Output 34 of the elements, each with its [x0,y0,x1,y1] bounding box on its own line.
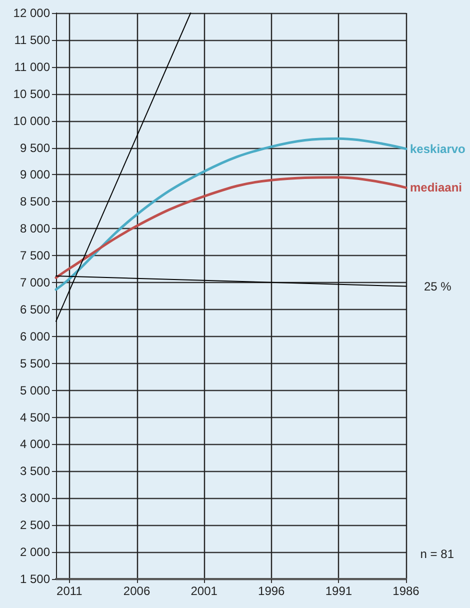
y-tick-label: 10 000 [13,114,50,128]
x-tick-label: 1991 [325,584,352,598]
y-tick-label: 3 000 [20,491,50,506]
y-tick-label: 10 500 [13,86,50,101]
text: n = 81 [420,547,454,561]
line-series [54,137,408,291]
y-tick-label: 1 500 [20,572,50,586]
y-tick-label: 4 500 [20,410,50,424]
x-tick-label: 2001 [190,584,218,598]
y-tick-label: 12 000 [13,6,50,20]
y-tick-label: 5 500 [20,356,50,370]
x-tick-label: 2011 [56,584,83,598]
y-tick-label: 2 500 [20,518,50,532]
y-tick-label: 6 500 [20,302,50,316]
y-tick-label: 7 000 [20,276,50,290]
line-series [54,176,408,279]
series-label: mediaani [410,180,462,195]
y-tick-label: 8 000 [20,222,50,236]
y-tick-label: 8 500 [20,194,50,209]
y-tick-label: 9 000 [20,168,50,182]
y-tick-label: 2 000 [20,545,50,560]
y-tick-label: 11 000 [14,60,50,74]
y-tick-label: 7 500 [20,248,50,263]
y-tick-label: 5 000 [20,383,50,398]
series-label: 25 % [424,279,452,294]
y-tick-label: 3 500 [20,464,50,478]
series-label: keskiarvo [410,142,466,156]
y-tick-label: 11 500 [14,32,50,47]
y-tick-label: 9 500 [20,140,50,155]
y-tick-label: 4 000 [20,437,50,452]
x-tick-label: 1986 [392,584,420,598]
x-tick-label: 1996 [258,584,286,598]
x-tick-label: 2006 [123,584,150,598]
y-tick-label: 6 000 [20,329,50,344]
